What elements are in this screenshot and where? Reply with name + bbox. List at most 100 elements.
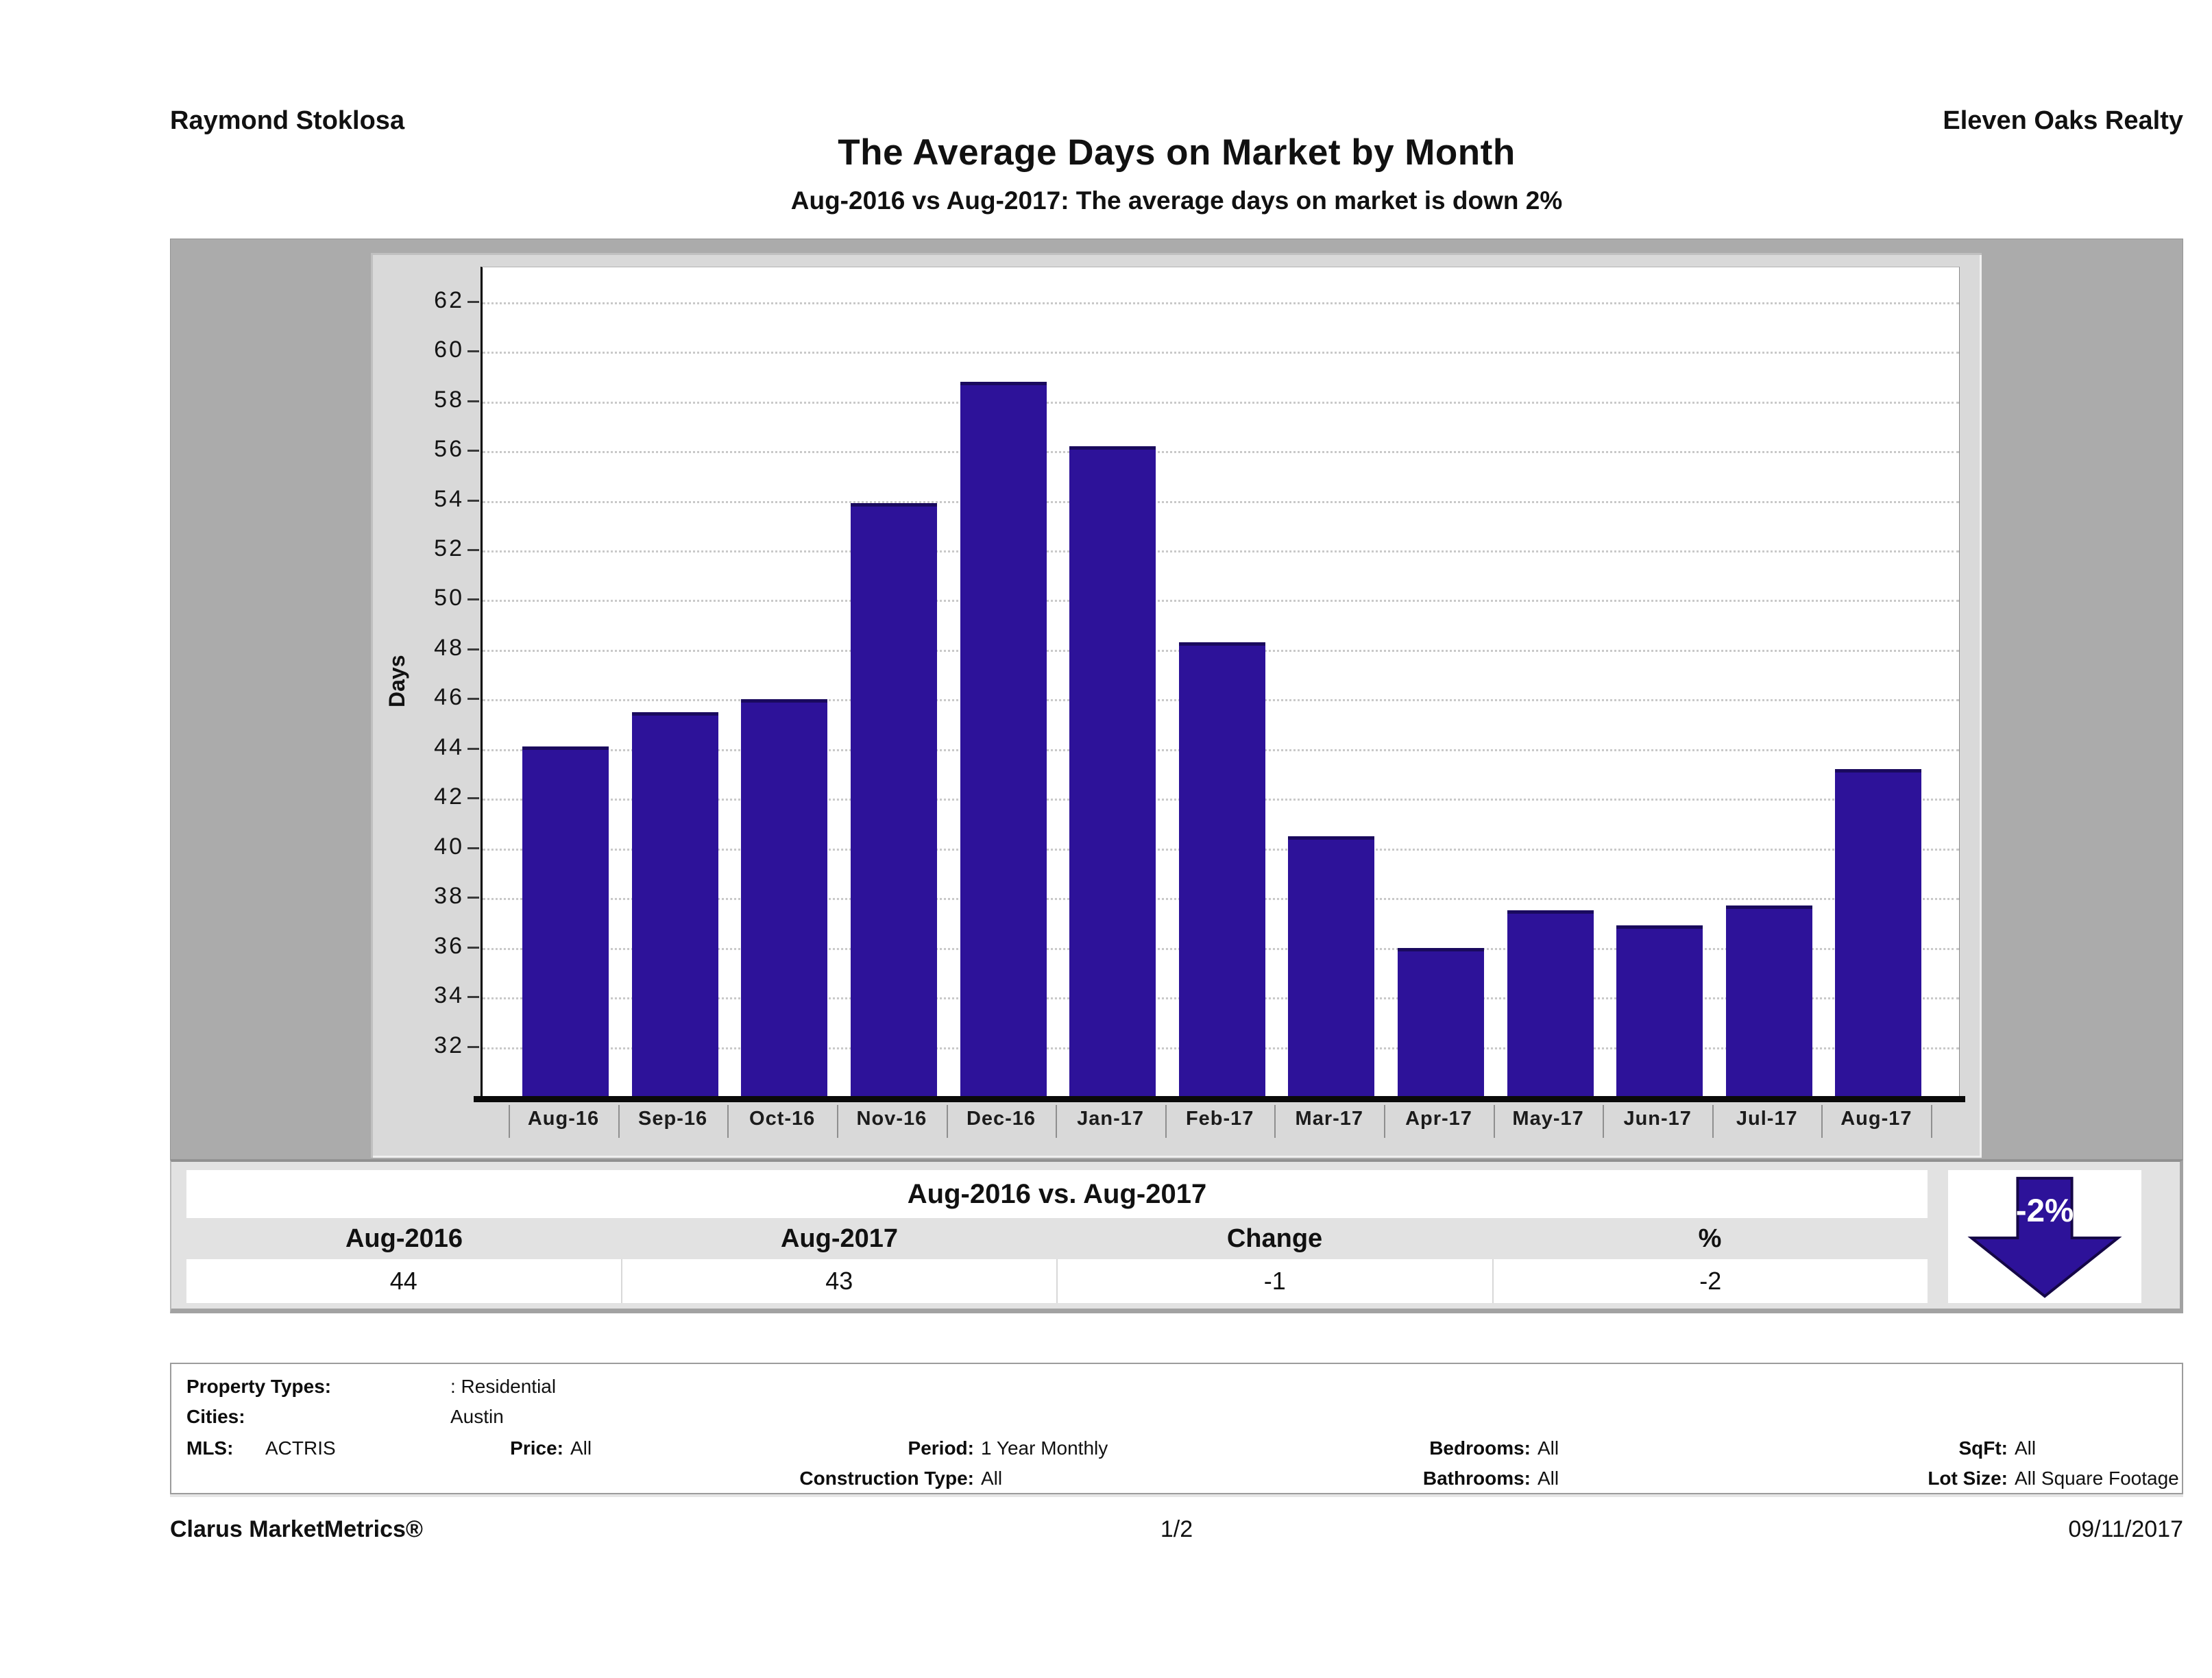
x-label-Aug-17: Aug-17: [1840, 1108, 1912, 1130]
y-tickmark-50: [467, 598, 479, 601]
y-gridline-56: [483, 451, 1959, 454]
summary-col-percent: %: [1698, 1224, 1722, 1253]
price-label: Price:: [510, 1437, 563, 1459]
page-header: Raymond Stoklosa Eleven Oaks Realty The …: [170, 96, 2183, 233]
y-tick-50: 50: [434, 585, 464, 611]
y-tickmark-48: [467, 648, 479, 650]
x-label-Feb-17: Feb-17: [1185, 1108, 1254, 1130]
summary-value-change: -1: [1056, 1259, 1492, 1303]
x-separator-1: [618, 1105, 620, 1138]
trend-badge-label: -2%: [2016, 1193, 2074, 1229]
y-gridline-52: [483, 550, 1959, 552]
period-value: 1 Year Monthly: [981, 1437, 1108, 1459]
y-tickmark-34: [467, 996, 479, 999]
bar-Feb-17: [1178, 642, 1265, 1096]
y-tick-38: 38: [434, 883, 464, 910]
sqft-value: All: [2015, 1437, 2037, 1459]
y-tick-58: 58: [434, 386, 464, 413]
page-number: 1/2: [1160, 1516, 1193, 1542]
y-tickmark-44: [467, 747, 479, 750]
bar-Jan-17: [1069, 446, 1156, 1096]
summary-value-percent: -2: [1492, 1259, 1928, 1303]
bar-Apr-17: [1398, 947, 1484, 1096]
page-footer: Clarus MarketMetrics® 1/2 09/11/2017: [170, 1516, 2183, 1551]
x-label-Sep-16: Sep-16: [638, 1108, 708, 1130]
x-label-Aug-16: Aug-16: [527, 1108, 600, 1130]
y-gridline-60: [483, 352, 1959, 354]
bar-Nov-16: [850, 503, 937, 1096]
y-tickmark-54: [467, 499, 479, 502]
y-tickmark-52: [467, 549, 479, 551]
y-tick-52: 52: [434, 535, 464, 561]
construction-type-label: Construction Type:: [799, 1468, 974, 1489]
bar-Mar-17: [1288, 836, 1375, 1096]
bar-May-17: [1507, 910, 1594, 1096]
bar-Jul-17: [1725, 905, 1812, 1096]
price-value: All: [570, 1437, 592, 1459]
x-label-Apr-17: Apr-17: [1405, 1108, 1472, 1130]
summary-col-change: Change: [1226, 1224, 1323, 1253]
trend-badge: -2%: [1948, 1170, 2141, 1303]
y-tick-34: 34: [434, 982, 464, 1009]
bar-Dec-16: [960, 381, 1047, 1096]
y-tick-46: 46: [434, 684, 464, 711]
x-separator-7: [1274, 1105, 1276, 1138]
x-separator-11: [1712, 1105, 1714, 1138]
bar-Jun-17: [1616, 925, 1703, 1096]
y-tick-42: 42: [434, 783, 464, 810]
x-axis-labels: Aug-16 Sep-16 Oct-16 Nov-16 Dec-16 Jan-17 Feb-…: [474, 1102, 1965, 1146]
x-separator-6: [1165, 1105, 1167, 1138]
report-subtitle: Aug-2016 vs Aug-2017: The average days o…: [790, 186, 1563, 215]
bathrooms-value: All: [1538, 1468, 1559, 1489]
x-label-May-17: May-17: [1512, 1108, 1584, 1130]
bedrooms-label: Bedrooms:: [1429, 1437, 1531, 1459]
mls-value: ACTRIS: [265, 1437, 336, 1459]
summary-value-aug2017: 43: [620, 1259, 1057, 1303]
x-separator-13: [1931, 1105, 1933, 1138]
y-gridline-62: [483, 302, 1959, 304]
summary-panel: Aug-2016 vs. Aug-2017 Aug-2016 Aug-2017 …: [170, 1160, 2183, 1313]
plot-area: [481, 267, 1960, 1096]
construction-type-value: All: [981, 1468, 1003, 1489]
bar-Oct-16: [741, 699, 828, 1096]
period-label: Period:: [908, 1437, 974, 1459]
bedrooms-value: All: [1538, 1437, 1559, 1459]
summary-value-row: 44 43 -1 -2: [186, 1259, 1928, 1303]
bathrooms-label: Bathrooms:: [1422, 1468, 1531, 1489]
summary-title: Aug-2016 vs. Aug-2017: [186, 1170, 1928, 1218]
down-arrow-shape: [1967, 1176, 2122, 1298]
x-label-Jun-17: Jun-17: [1623, 1108, 1692, 1130]
cities-value: Austin: [450, 1406, 504, 1427]
y-tickmark-36: [467, 946, 479, 949]
y-tick-44: 44: [434, 733, 464, 760]
y-tick-56: 56: [434, 436, 464, 463]
y-tickmark-40: [467, 847, 479, 849]
y-tickmark-32: [467, 1045, 479, 1048]
y-tickmark-60: [467, 350, 479, 353]
y-tickmark-38: [467, 897, 479, 899]
x-separator-12: [1821, 1105, 1823, 1138]
summary-value-aug2016: 44: [389, 1267, 417, 1295]
lot-size-label: Lot Size:: [1928, 1468, 2008, 1489]
agent-name: Raymond Stoklosa: [170, 106, 405, 135]
y-gridline-54: [483, 500, 1959, 503]
sqft-label: SqFt:: [1958, 1437, 2008, 1459]
y-gridline-58: [483, 401, 1959, 404]
report-title: The Average Days on Market by Month: [838, 132, 1516, 173]
x-separator-8: [1384, 1105, 1385, 1138]
bar-Sep-16: [631, 712, 718, 1096]
y-tickmark-42: [467, 797, 479, 800]
company-name: Eleven Oaks Realty: [1943, 106, 2183, 135]
x-separator-10: [1603, 1105, 1605, 1138]
x-label-Nov-16: Nov-16: [856, 1108, 927, 1130]
x-separator-3: [836, 1105, 838, 1138]
chart-panel: Days Aug-16 Sep-16 Oct-16 Nov-16 Dec-16 Jan-1…: [170, 239, 2183, 1160]
y-tick-54: 54: [434, 485, 464, 512]
x-axis-line: [474, 1096, 1965, 1102]
mls-label: MLS:: [186, 1437, 234, 1459]
property-types-value: : Residential: [450, 1376, 557, 1397]
lot-size-value: All Square Footage: [2015, 1468, 2179, 1489]
x-separator-9: [1493, 1105, 1495, 1138]
y-tick-48: 48: [434, 634, 464, 661]
y-tick-40: 40: [434, 833, 464, 860]
